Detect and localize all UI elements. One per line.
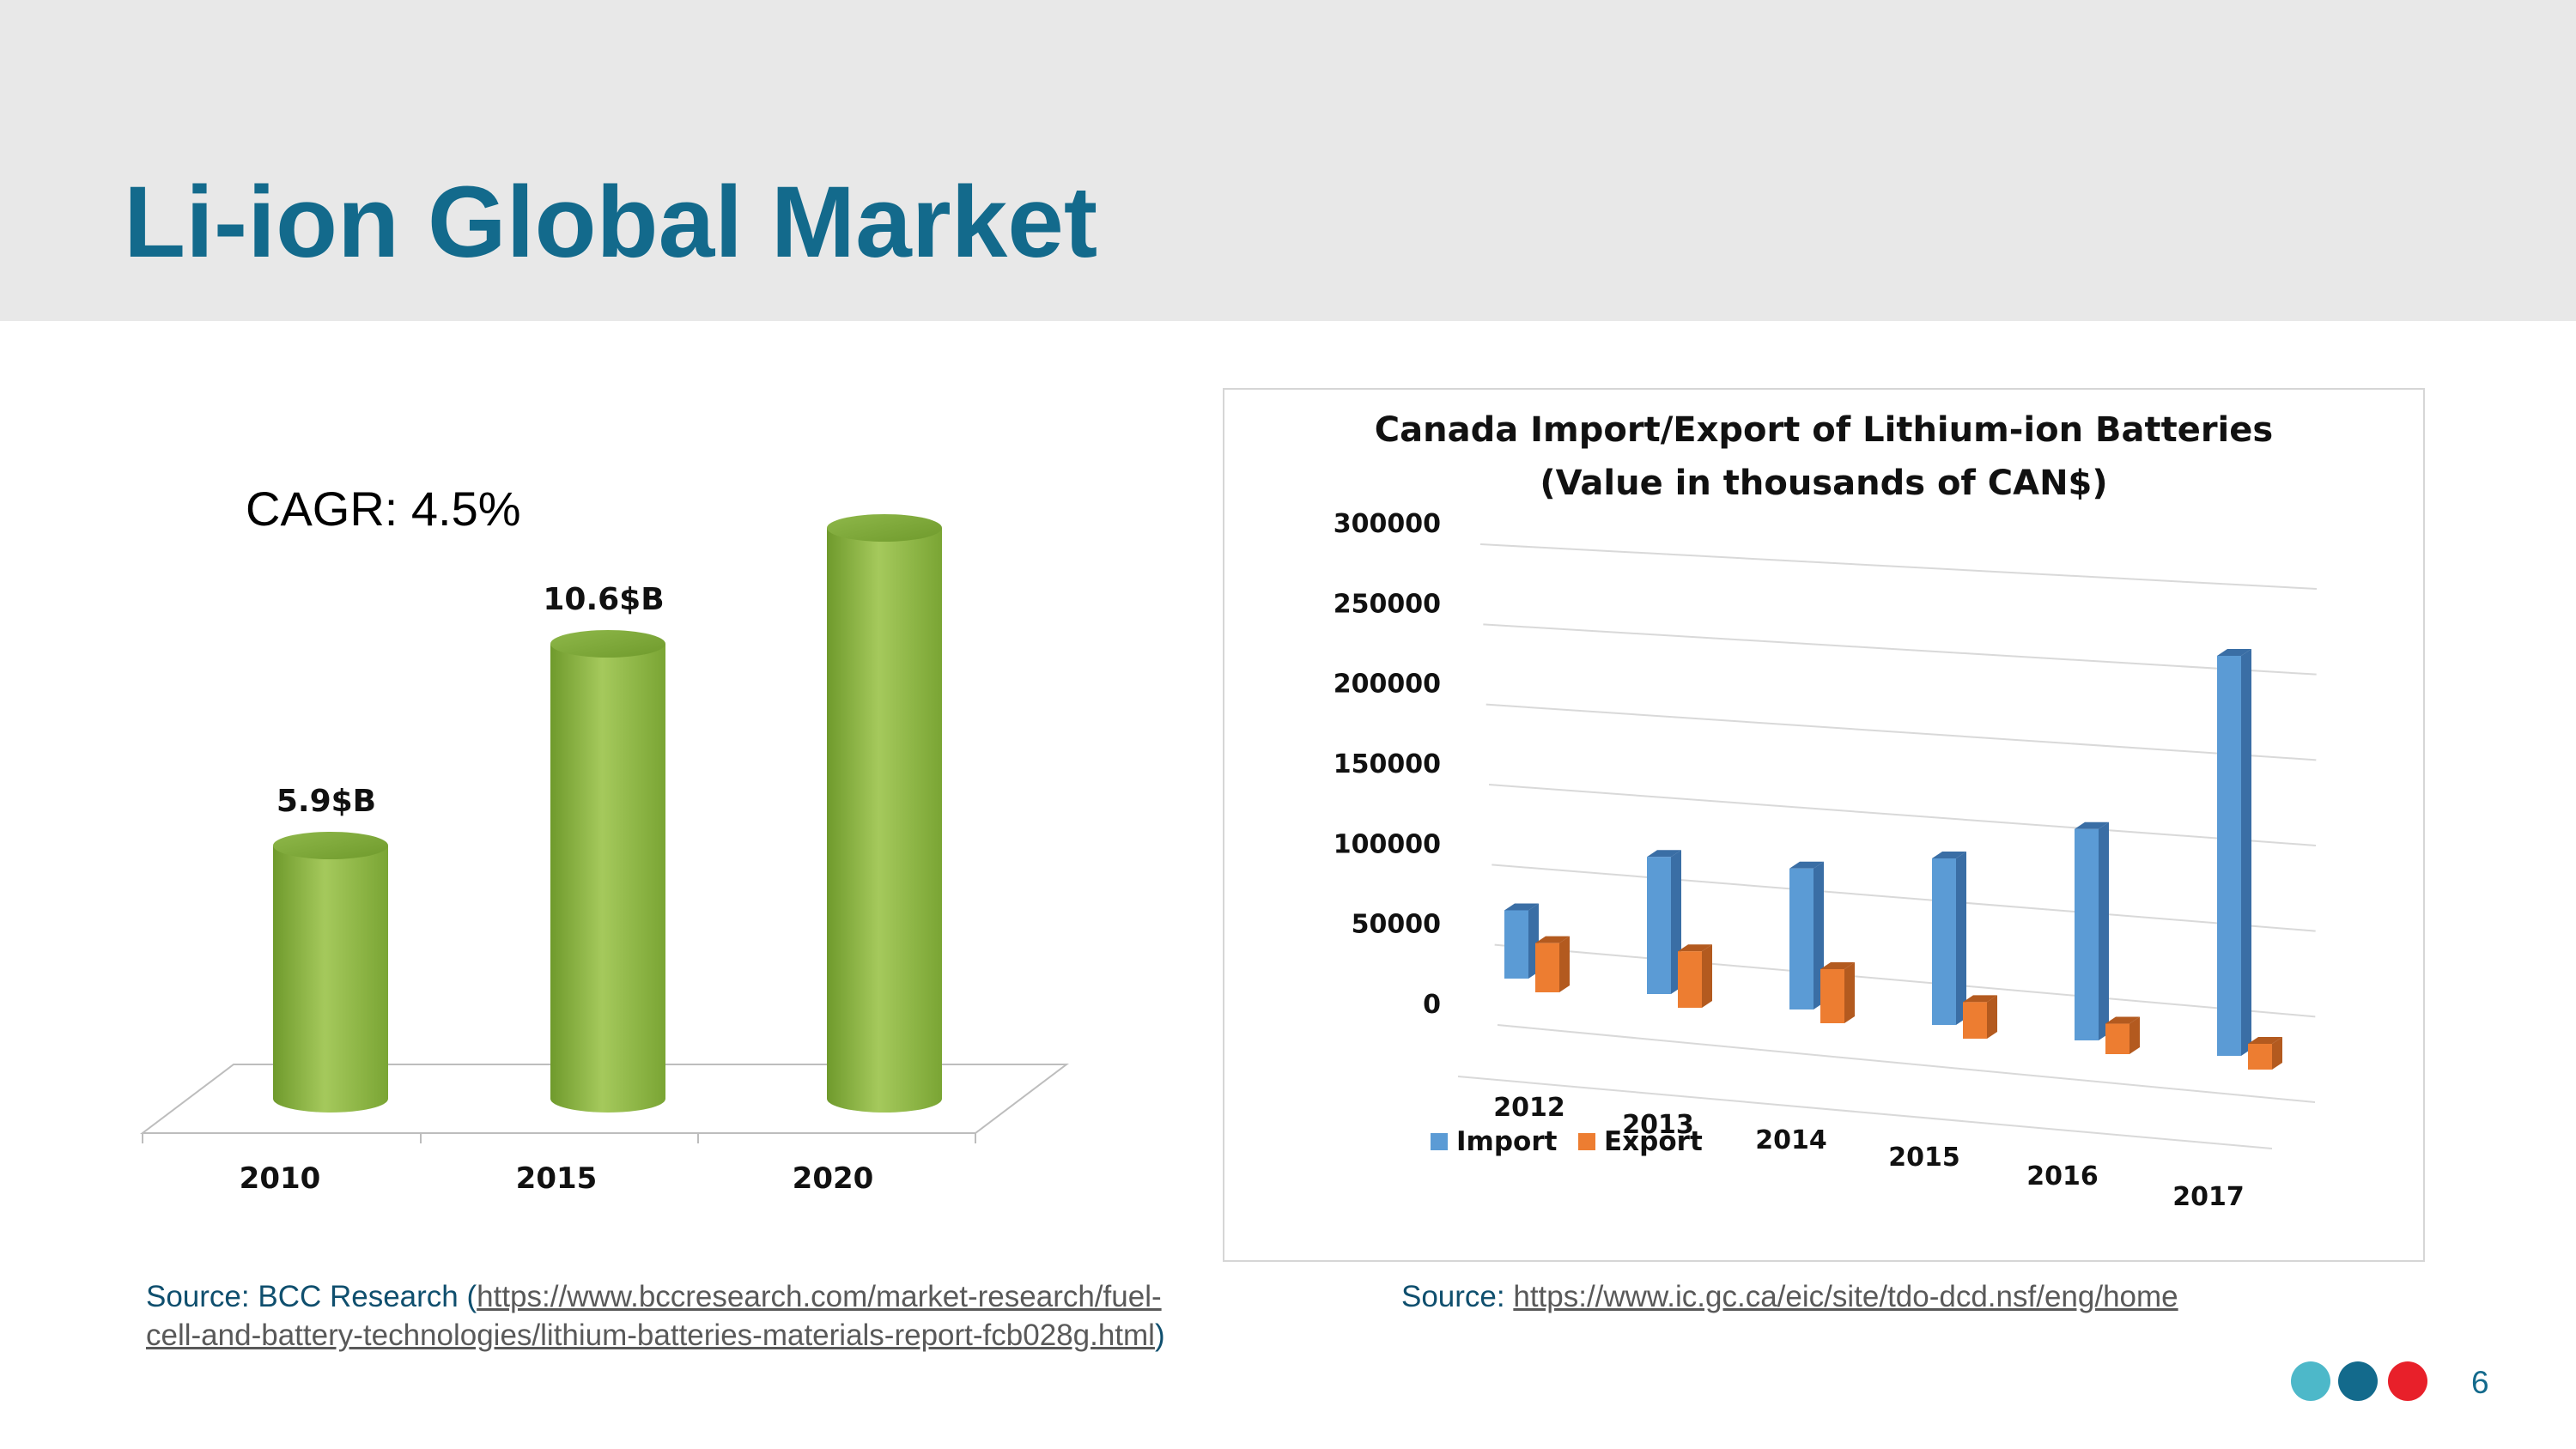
gridline [1488, 784, 2317, 846]
import-bar-2015 [1932, 852, 1966, 1025]
gridline [1483, 623, 2317, 676]
legend-import: Import [1431, 1126, 1558, 1157]
category-label: 2014 [1755, 1125, 1827, 1155]
source-left-link[interactable]: https://www.bccresearch.com/market-resea… [146, 1280, 1162, 1352]
import-bar-2014 [1789, 861, 1824, 1009]
trade-chart-frame: Canada Import/Export of Lithium-ion Batt… [1223, 388, 2425, 1262]
gridline [1485, 703, 2317, 761]
import-bar-2017 [2217, 649, 2251, 1056]
export-bar-2015 [1963, 995, 1997, 1039]
export-bar-2016 [2105, 1016, 2140, 1054]
y-tick-label: 250000 [1334, 589, 1441, 619]
source-right-prefix: Source: [1401, 1280, 1514, 1313]
legend-label: Import [1456, 1126, 1558, 1157]
y-tick-label: 0 [1423, 990, 1441, 1020]
page-title: Li-ion Global Market [124, 166, 1098, 279]
category-label: 2013 [1622, 1110, 1694, 1140]
data-label: 5.9$B [276, 784, 376, 819]
source-right: Source: https://www.ic.gc.ca/eic/site/td… [1401, 1277, 2518, 1316]
source-left: Source: BCC Research (https://www.bccres… [146, 1277, 1176, 1355]
category-label: 2012 [1493, 1093, 1565, 1123]
export-bar-2014 [1820, 961, 1855, 1023]
category-label: 2016 [2026, 1161, 2099, 1191]
gridline [1497, 1024, 2316, 1103]
gridline [1494, 943, 2316, 1018]
accent-dot-red [2388, 1361, 2427, 1401]
category-label: 2010 [240, 1161, 321, 1196]
legend-label: Export [1604, 1126, 1703, 1157]
import-bar-2013 [1647, 850, 1681, 994]
category-label: 2020 [793, 1161, 874, 1196]
export-bar-2013 [1678, 944, 1712, 1008]
accent-dot-blue [2338, 1361, 2378, 1401]
accent-dot-teal [2291, 1361, 2330, 1401]
y-tick-label: 100000 [1334, 829, 1441, 859]
floor-edge [1457, 1076, 2273, 1149]
source-left-prefix: Source: BCC Research ( [146, 1280, 477, 1313]
source-left-suffix: ) [1154, 1319, 1165, 1352]
cagr-annotation: CAGR: 4.5% [246, 482, 521, 536]
y-tick-label: 150000 [1334, 749, 1441, 779]
title-band [0, 0, 2576, 321]
y-tick-label: 50000 [1352, 910, 1441, 940]
cylinder-bar-2020 [827, 514, 942, 1113]
legend-export: Export [1578, 1126, 1703, 1157]
export-bar-2012 [1535, 936, 1570, 992]
source-right-link[interactable]: https://www.ic.gc.ca/eic/site/tdo-dcd.ns… [1513, 1280, 2178, 1313]
cylinder-bar-2010 [273, 832, 388, 1113]
gridline [1479, 543, 2318, 590]
trade-chart: Canada Import/Export of Lithium-ion Batt… [1334, 410, 2318, 1212]
chart-subtitle: (Value in thousands of CAN$) [1540, 464, 2107, 503]
y-tick-label: 300000 [1334, 509, 1441, 539]
data-label: 10.6$B [543, 582, 664, 617]
cylinder-bar-2015 [550, 630, 665, 1113]
export-bar-2017 [2248, 1037, 2282, 1070]
category-label: 2017 [2172, 1182, 2245, 1212]
import-bar-2012 [1504, 903, 1539, 979]
y-tick-label: 200000 [1334, 670, 1441, 700]
import-bar-2016 [2075, 822, 2109, 1040]
category-label: 2015 [516, 1161, 598, 1196]
page-number: 6 [2471, 1365, 2489, 1400]
category-label: 2015 [1888, 1143, 1960, 1173]
chart-title: Canada Import/Export of Lithium-ion Batt… [1375, 410, 2273, 450]
gridline [1492, 864, 2316, 932]
